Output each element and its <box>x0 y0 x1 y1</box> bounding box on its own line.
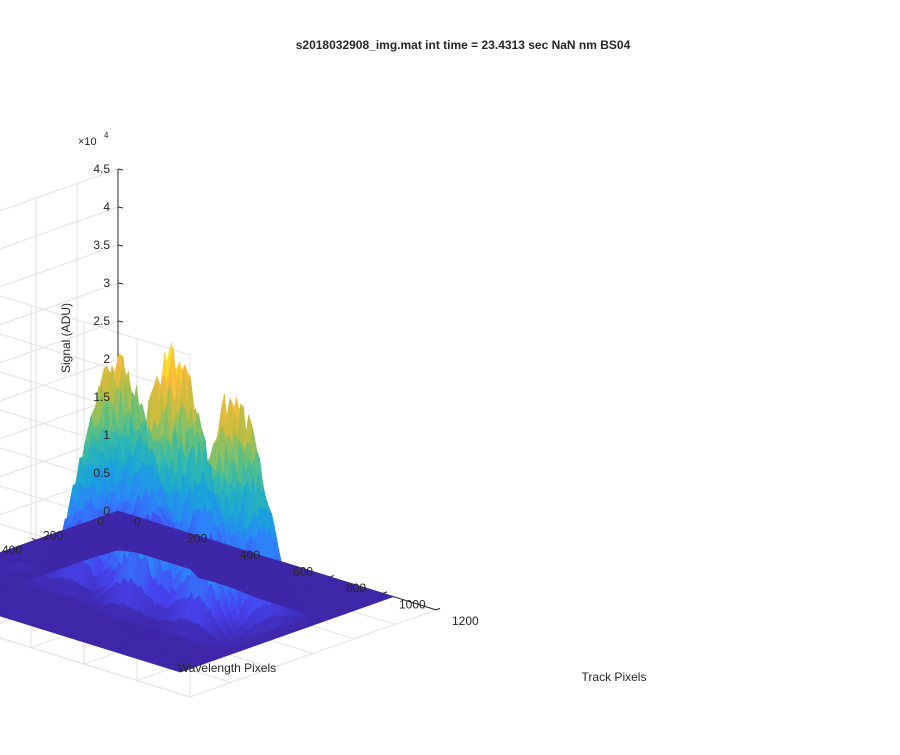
grid-line-z <box>0 294 190 393</box>
z-tick <box>118 283 123 284</box>
x-tick <box>330 575 334 577</box>
grid-line-z <box>0 256 190 355</box>
x-tick <box>383 592 387 594</box>
y-tick <box>32 539 36 541</box>
x-tick <box>436 608 440 610</box>
z-tick <box>118 321 123 322</box>
surface <box>0 343 394 672</box>
z-tick <box>118 245 123 246</box>
z-tick <box>118 207 123 208</box>
z-tick <box>118 169 123 170</box>
